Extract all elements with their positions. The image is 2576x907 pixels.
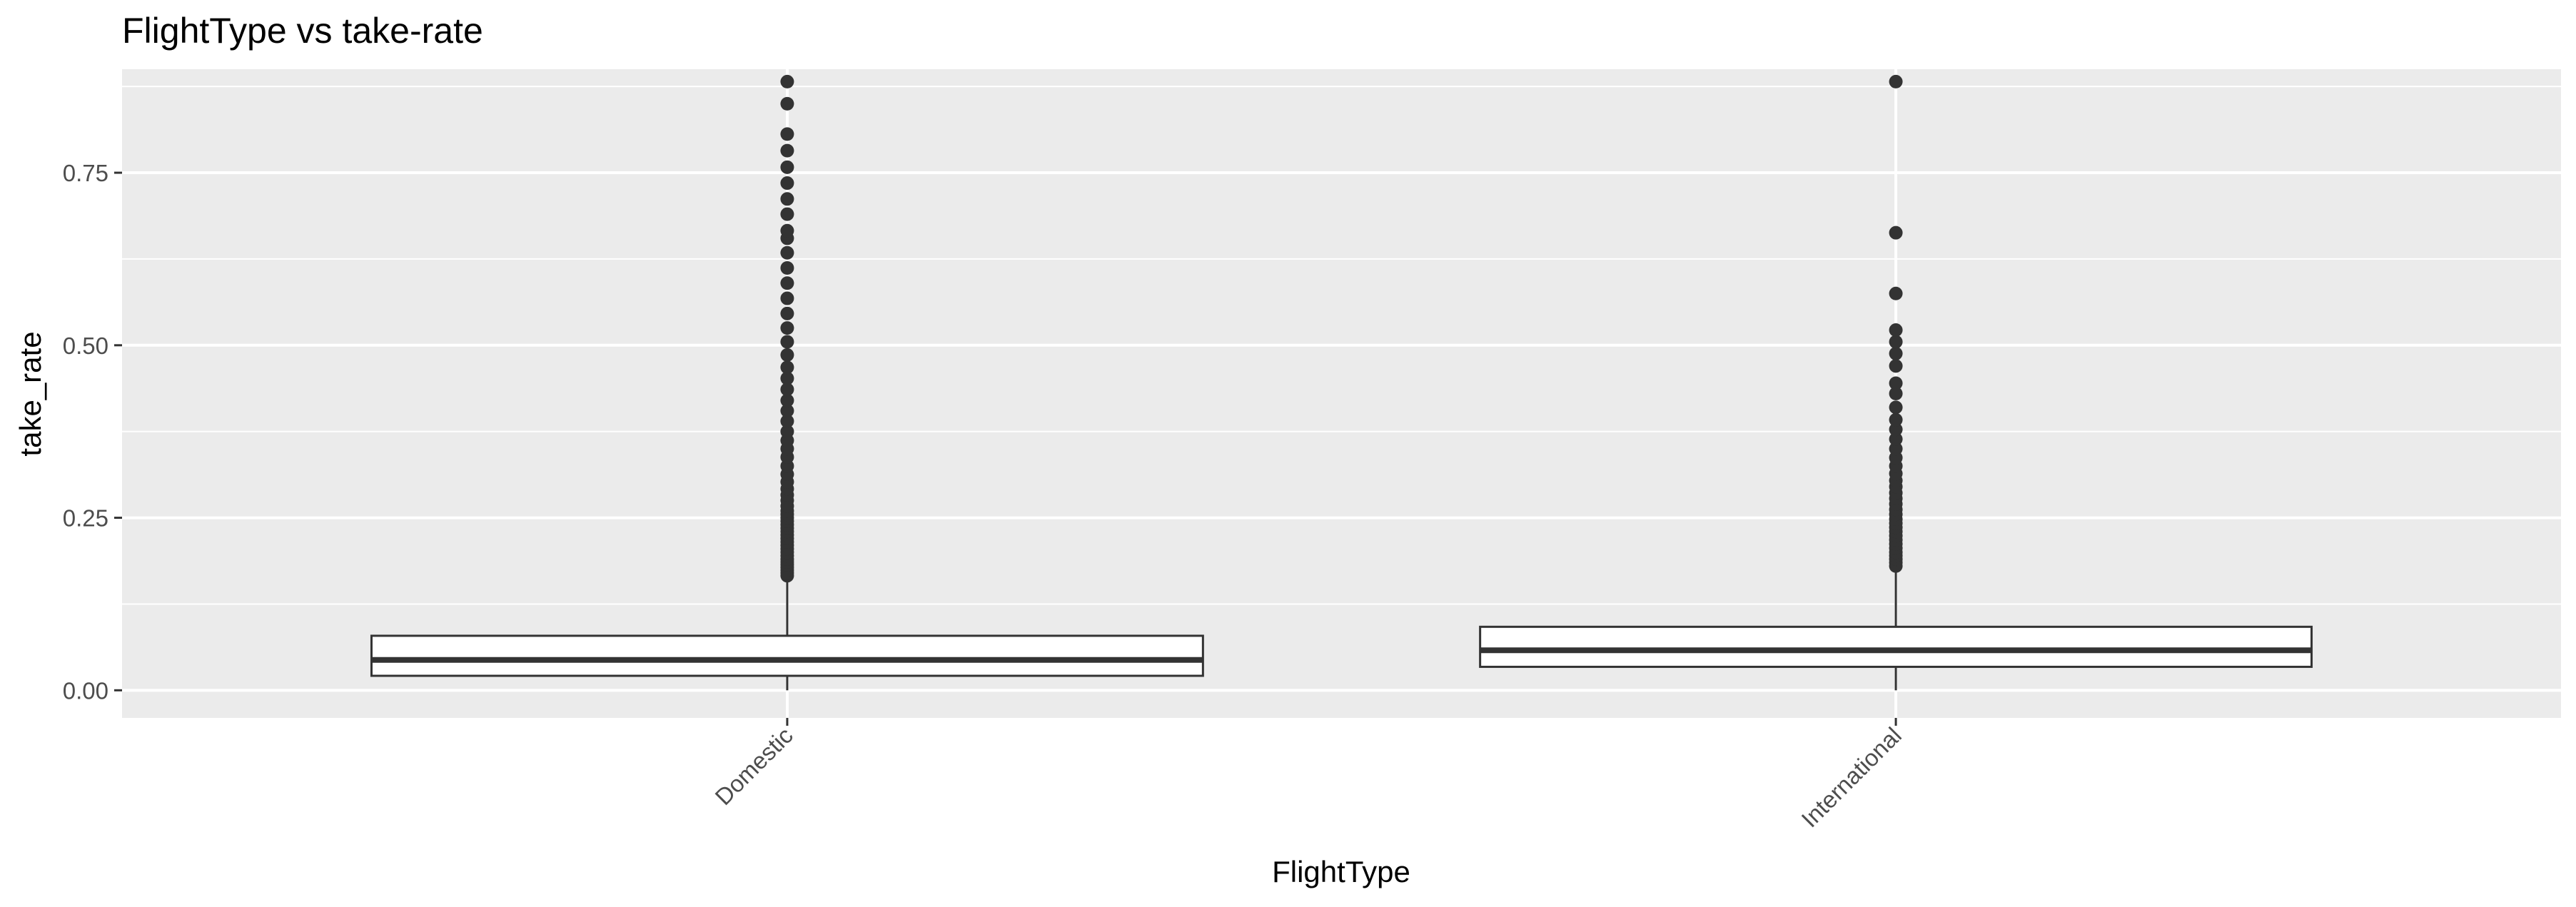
- outlier-point: [1889, 346, 1903, 360]
- outlier-point: [780, 276, 794, 290]
- iqr-box: [370, 634, 1204, 677]
- box-series: [370, 74, 2313, 691]
- y-tick-label: 0.00: [63, 677, 108, 704]
- plot-panel: [122, 69, 2561, 718]
- x-tick-label: International: [1796, 722, 1906, 833]
- chart-title: FlightType vs take-rate: [122, 11, 483, 51]
- x-tick-label: Domestic: [709, 722, 797, 810]
- outlier-point: [780, 291, 794, 305]
- outlier-point: [780, 321, 794, 335]
- outlier-point: [1889, 359, 1903, 373]
- outlier-point: [1889, 387, 1903, 400]
- x-axis-title: FlightType: [1272, 855, 1410, 888]
- outlier-point: [780, 176, 794, 191]
- outlier-point: [780, 306, 794, 320]
- outlier-point: [780, 404, 794, 418]
- outlier-point: [780, 192, 794, 206]
- outlier-point: [780, 335, 794, 349]
- outlier-point: [780, 360, 794, 375]
- outlier-point: [1889, 422, 1903, 437]
- outlier-point: [1889, 335, 1903, 349]
- outlier-point: [780, 348, 794, 362]
- outlier-point: [1889, 432, 1903, 446]
- iqr-box: [1479, 625, 2313, 668]
- outlier-point: [1889, 412, 1903, 427]
- y-axis: 0.00 0.25 0.50 0.75: [63, 160, 122, 704]
- outlier-point: [1889, 286, 1903, 300]
- y-tick-label: 0.25: [63, 505, 108, 532]
- outlier-point: [1889, 376, 1903, 390]
- outlier-point: [1889, 442, 1903, 456]
- outlier-point: [780, 96, 794, 111]
- outlier-point: [780, 223, 794, 238]
- outlier-point: [1889, 323, 1903, 338]
- outlier-point: [780, 371, 794, 385]
- x-axis: Domestic International: [709, 718, 1906, 832]
- outlier-point: [780, 261, 794, 275]
- outlier-point: [780, 245, 794, 260]
- outlier-point: [1889, 74, 1903, 88]
- outlier-point: [780, 207, 794, 221]
- outlier-point: [780, 382, 794, 397]
- minor-gridlines: [122, 86, 2561, 605]
- outlier-point: [780, 74, 794, 88]
- outlier-point: [780, 393, 794, 407]
- outlier-point: [780, 425, 794, 439]
- y-tick-label: 0.75: [63, 160, 108, 186]
- outlier-point: [1889, 400, 1903, 415]
- y-axis-title: take_rate: [14, 331, 47, 456]
- outlier-point: [780, 127, 794, 141]
- box-international: [1479, 74, 2313, 691]
- outlier-point: [1889, 226, 1903, 240]
- outlier-point: [780, 414, 794, 428]
- outlier-point: [780, 160, 794, 174]
- y-tick-label: 0.50: [63, 333, 108, 359]
- box-domestic: [370, 74, 1204, 691]
- outlier-point: [780, 143, 794, 158]
